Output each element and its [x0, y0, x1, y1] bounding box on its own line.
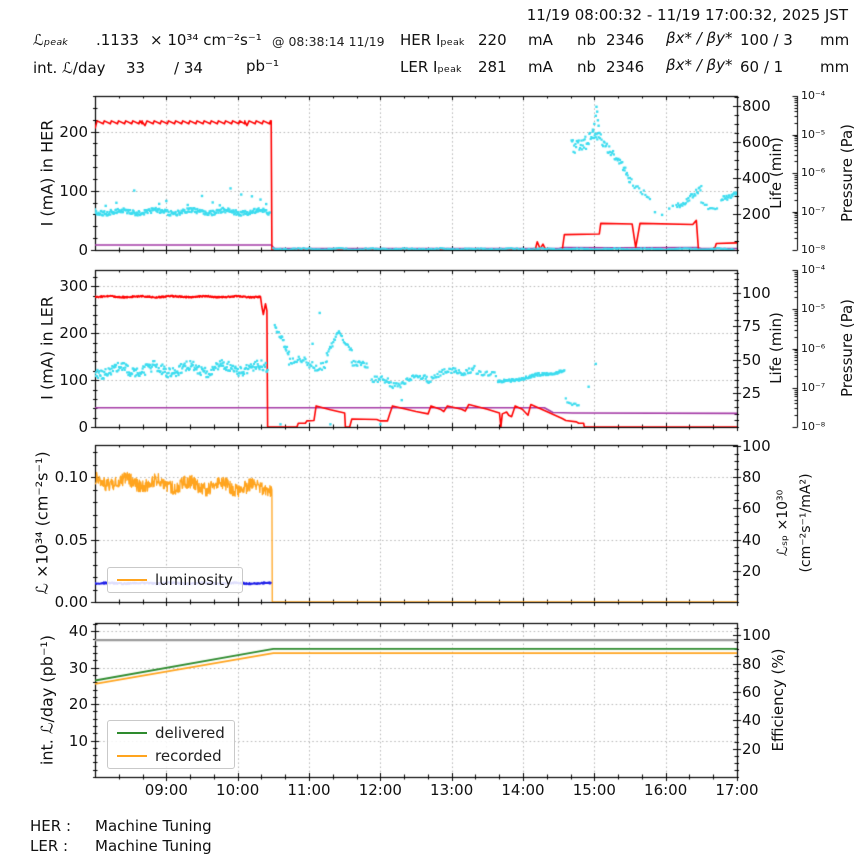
x-tick-label: 13:00 — [430, 781, 474, 799]
intl-value: 33 — [126, 59, 146, 77]
y-tick-label-plot2: 0 — [78, 417, 88, 436]
pressure-tick-label-plot2: 10⁻⁷ — [801, 380, 826, 394]
y2-tick-label-plot1: 400 — [742, 168, 771, 187]
y-tick-label-plot2: 300 — [59, 276, 88, 295]
y-tick-label-plot4: 30 — [68, 658, 88, 677]
ler-peak-current: 281 — [478, 58, 507, 76]
x-tick-label: 14:00 — [501, 781, 545, 799]
pressure-tick-label-plot1: 10⁻⁶ — [801, 165, 826, 179]
lpeak-label: ℒₚₑₐₖ — [33, 31, 69, 49]
y2-tick-label-plot3: 20 — [742, 561, 762, 580]
ler-current-unit: mA — [528, 58, 553, 76]
her-pressure-axis-label: Pressure (Pa) — [838, 123, 856, 223]
y-tick-label-plot1: 0 — [78, 240, 88, 259]
ler-pressure-axis-label: Pressure (Pa) — [838, 298, 856, 398]
ler-beta-label: βx* / βy* — [666, 56, 733, 74]
y-tick-label-plot1: 200 — [59, 122, 88, 141]
y2-tick-label-plot3: 80 — [742, 467, 762, 486]
y2-tick-label-plot2: 100 — [742, 283, 771, 302]
intl-label: int. ℒ/day — [33, 59, 106, 77]
y2-tick-label-plot4: 80 — [742, 654, 762, 673]
pressure-tick-label-plot2: 10⁻⁵ — [801, 301, 826, 315]
ler-beta-unit: mm — [820, 58, 850, 76]
her-current-unit: mA — [528, 31, 553, 49]
luminosity-line-swatch — [117, 579, 147, 581]
x-tick-label: 12:00 — [358, 781, 402, 799]
y-tick-label-plot4: 20 — [68, 694, 88, 713]
x-tick-label: 09:00 — [144, 781, 188, 799]
legend-item-recorded: recorded — [117, 747, 225, 765]
her-nb-value: 2346 — [606, 31, 645, 49]
intl-unit: pb⁻¹ — [246, 57, 279, 75]
intl-target: / 34 — [174, 59, 203, 77]
efficiency-axis-label: Efficiency (%) — [769, 648, 787, 752]
lpeak-unit: × 10³⁴ cm⁻²s⁻¹ — [150, 31, 262, 49]
y-tick-label-plot4: 40 — [68, 621, 88, 640]
y2-tick-label-plot1: 600 — [742, 132, 771, 151]
delivered-line-swatch — [117, 732, 147, 734]
lpeak-value: .1133 — [96, 31, 139, 49]
pressure-tick-label-plot2: 10⁻⁴ — [801, 262, 826, 276]
delivered-legend-label: delivered — [155, 724, 225, 742]
her-beta-unit: mm — [820, 31, 850, 49]
y2-tick-label-plot3: 60 — [742, 498, 762, 517]
recorded-legend-label: recorded — [155, 747, 222, 765]
y2-tick-label-plot2: 25 — [742, 383, 762, 402]
her-beta-value: 100 / 3 — [740, 31, 793, 49]
ler-peak-label: LER Iₚₑₐₖ — [400, 58, 463, 76]
y-tick-label-plot3: 0.00 — [54, 592, 88, 611]
pressure-tick-label-plot1: 10⁻⁸ — [801, 242, 826, 256]
intlum-legend: delivered recorded — [107, 720, 235, 769]
lpeak-timestamp: @ 08:38:14 11/19 — [272, 34, 385, 49]
her-status-label: HER : — [30, 817, 72, 835]
pressure-tick-label-plot1: 10⁻⁵ — [801, 127, 826, 141]
her-beta-label: βx* / βy* — [666, 29, 733, 47]
pressure-tick-label-plot2: 10⁻⁶ — [801, 341, 826, 355]
ler-status-label: LER : — [30, 837, 69, 855]
luminosity-legend: luminosity — [107, 567, 243, 593]
y2-tick-label-plot4: 100 — [742, 625, 771, 644]
y-tick-label-plot3: 0.10 — [54, 467, 88, 486]
y2-tick-label-plot2: 75 — [742, 316, 762, 335]
her-status-value: Machine Tuning — [95, 817, 212, 835]
y-tick-label-plot3: 0.05 — [54, 530, 88, 549]
pressure-tick-label-plot1: 10⁻⁴ — [801, 88, 826, 102]
ler-status-value: Machine Tuning — [95, 837, 212, 855]
y-tick-label-plot1: 100 — [59, 181, 88, 200]
legend-item-luminosity: luminosity — [117, 571, 233, 589]
pressure-tick-label-plot1: 10⁻⁷ — [801, 204, 826, 218]
x-tick-label: 16:00 — [644, 781, 688, 799]
pressure-tick-label-plot2: 10⁻⁸ — [801, 419, 826, 433]
her-peak-current: 220 — [478, 31, 507, 49]
y2-tick-label-plot2: 50 — [742, 350, 762, 369]
recorded-line-swatch — [117, 755, 147, 757]
ler-beta-value: 60 / 1 — [740, 58, 784, 76]
y2-tick-label-plot1: 800 — [742, 96, 771, 115]
x-tick-label: 15:00 — [572, 781, 616, 799]
speclum-axis-label: ℒₛₚ ×10³⁰ — [775, 489, 791, 557]
page-title: 11/19 08:00:32 - 11/19 17:00:32, 2025 JS… — [526, 6, 848, 24]
y2-tick-label-plot4: 40 — [742, 710, 762, 729]
y2-tick-label-plot1: 200 — [742, 204, 771, 223]
ler-nb-value: 2346 — [606, 58, 645, 76]
y-tick-label-plot2: 200 — [59, 323, 88, 342]
y2-tick-label-plot3: 40 — [742, 530, 762, 549]
y2-tick-label-plot4: 60 — [742, 682, 762, 701]
x-tick-label: 11:00 — [287, 781, 331, 799]
ler-nb-label: nb — [577, 58, 597, 76]
y-tick-label-plot2: 100 — [59, 370, 88, 389]
x-tick-label: 17:00 — [715, 781, 759, 799]
y-tick-label-plot4: 10 — [68, 731, 88, 750]
y2-tick-label-plot4: 20 — [742, 739, 762, 758]
x-tick-label: 10:00 — [216, 781, 260, 799]
legend-item-delivered: delivered — [117, 724, 225, 742]
her-nb-label: nb — [577, 31, 597, 49]
luminosity-legend-label: luminosity — [155, 571, 233, 589]
y2-tick-label-plot3: 100 — [742, 436, 771, 455]
speclum-axis-unit-label: (cm⁻²s⁻¹/mA²) — [798, 473, 814, 573]
ler-life-axis-label: Life (min) — [767, 312, 785, 384]
her-peak-label: HER Iₚₑₐₖ — [400, 31, 466, 49]
